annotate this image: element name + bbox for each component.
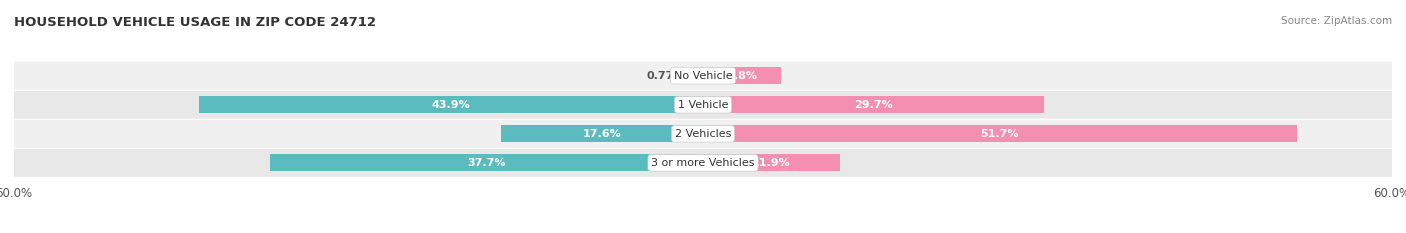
FancyBboxPatch shape bbox=[14, 62, 1392, 90]
Text: 37.7%: 37.7% bbox=[467, 158, 506, 168]
Bar bbox=[703, 125, 1296, 142]
Bar bbox=[198, 96, 703, 113]
Bar bbox=[695, 67, 703, 84]
Text: No Vehicle: No Vehicle bbox=[673, 71, 733, 81]
Bar bbox=[703, 67, 782, 84]
Bar bbox=[270, 154, 703, 171]
Text: 43.9%: 43.9% bbox=[432, 100, 471, 110]
Text: 29.7%: 29.7% bbox=[853, 100, 893, 110]
Bar bbox=[501, 125, 703, 142]
FancyBboxPatch shape bbox=[14, 120, 1392, 148]
Bar bbox=[703, 96, 1045, 113]
Text: 6.8%: 6.8% bbox=[727, 71, 758, 81]
Text: 11.9%: 11.9% bbox=[752, 158, 790, 168]
Text: 0.77%: 0.77% bbox=[647, 71, 685, 81]
Text: Source: ZipAtlas.com: Source: ZipAtlas.com bbox=[1281, 16, 1392, 26]
Text: 1 Vehicle: 1 Vehicle bbox=[678, 100, 728, 110]
FancyBboxPatch shape bbox=[14, 91, 1392, 119]
Text: 3 or more Vehicles: 3 or more Vehicles bbox=[651, 158, 755, 168]
Text: 2 Vehicles: 2 Vehicles bbox=[675, 129, 731, 139]
FancyBboxPatch shape bbox=[14, 149, 1392, 177]
Text: 17.6%: 17.6% bbox=[582, 129, 621, 139]
Text: 51.7%: 51.7% bbox=[980, 129, 1019, 139]
Text: HOUSEHOLD VEHICLE USAGE IN ZIP CODE 24712: HOUSEHOLD VEHICLE USAGE IN ZIP CODE 2471… bbox=[14, 16, 375, 29]
Bar bbox=[703, 154, 839, 171]
